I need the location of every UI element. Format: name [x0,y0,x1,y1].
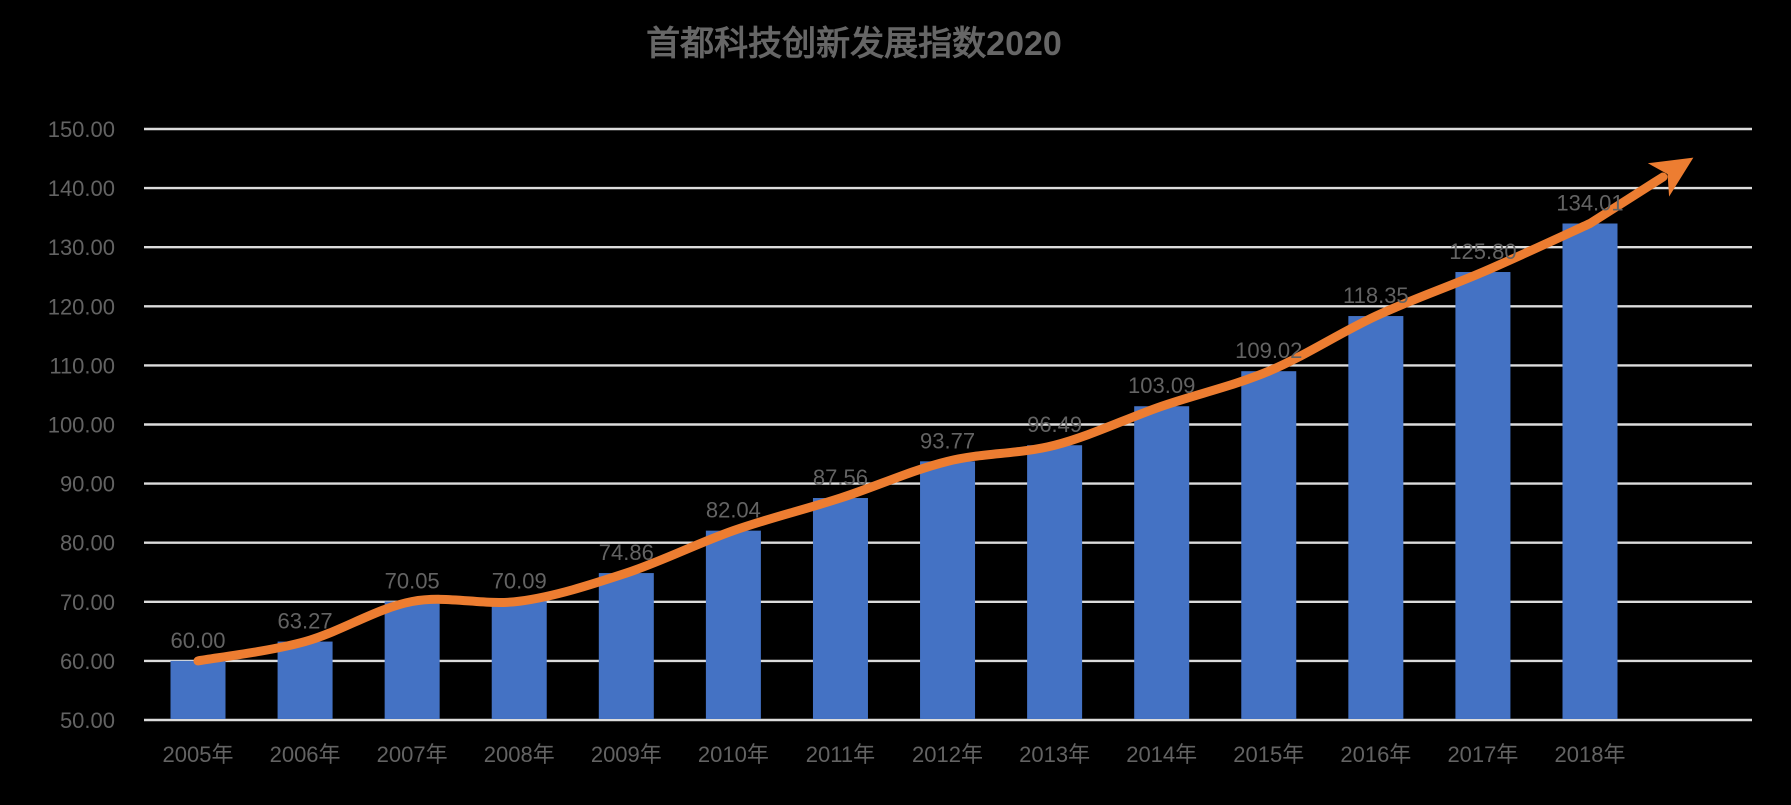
trend-line [193,157,1694,666]
bar-2008年 [491,601,547,719]
data-label-2015年: 109.02 [1235,338,1302,363]
data-label-2017年: 125.80 [1449,239,1516,264]
data-labels: 60.00 63.27 70.05 70.09 74.86 82.04 87.56 93.77… [170,191,1623,653]
bar-2012年 [920,461,976,719]
x-tick-label-2015年: 2015年 [1233,742,1304,767]
x-tick-label-2006年: 2006年 [270,742,341,767]
y-tick-label-80.00: 80.00 [60,531,115,556]
data-label-2012年: 93.77 [920,428,975,453]
y-tick-label-100.00: 100.00 [48,413,115,438]
data-label-2008年: 70.09 [492,568,547,593]
bar-2006年 [277,641,333,719]
y-tick-label-50.00: 50.00 [60,708,115,733]
y-tick-label-140.00: 140.00 [48,176,115,201]
y-tick-label-120.00: 120.00 [48,294,115,319]
bar-2009年 [598,573,654,719]
y-tick-label-150.00: 150.00 [48,117,115,142]
data-label-2010年: 82.04 [706,498,761,523]
data-label-2013年: 96.49 [1027,412,1082,437]
chart-title: 首都科技创新发展指数2020 [646,25,1062,63]
bar-2014年 [1134,406,1190,719]
y-axis-labels: 50.00 60.00 70.00 80.00 90.00 100.00 110.00 120… [48,117,115,733]
x-tick-label-2012年: 2012年 [912,742,983,767]
data-label-2009年: 74.86 [599,540,654,565]
x-tick-label-2008年: 2008年 [484,742,555,767]
data-label-2016年: 118.35 [1343,283,1409,308]
x-axis-labels: 2005年 2006年 2007年 2008年 2009年 2010年 2011年 2012年… [163,742,1626,767]
x-tick-label-2017年: 2017年 [1447,742,1518,767]
bar-2010年 [705,530,761,719]
data-label-2005年: 60.00 [170,628,225,653]
y-tick-label-130.00: 130.00 [48,235,115,260]
y-tick-label-60.00: 60.00 [60,649,115,674]
bar-2016年 [1348,316,1404,719]
bar-series [170,223,1618,719]
bar-2017年 [1455,272,1511,719]
bar-2007年 [384,601,440,719]
bar-2013年 [1027,445,1083,719]
x-tick-label-2018年: 2018年 [1555,742,1626,767]
data-label-2011年: 87.56 [813,465,868,490]
x-tick-label-2014年: 2014年 [1126,742,1197,767]
x-tick-label-2009年: 2009年 [591,742,662,767]
bar-2018年 [1562,223,1618,719]
bar-2015年 [1241,371,1297,719]
bar-2005年 [170,660,226,719]
data-label-2014年: 103.09 [1128,373,1195,398]
data-label-2018年: 134.01 [1556,191,1623,216]
x-tick-label-2005年: 2005年 [163,742,234,767]
x-tick-label-2007年: 2007年 [377,742,448,767]
data-label-2006年: 63.27 [278,609,333,634]
y-tick-label-110.00: 110.00 [49,353,115,378]
x-tick-label-2011年: 2011年 [806,742,875,767]
y-tick-label-70.00: 70.00 [60,590,115,615]
bar-2011年 [812,498,868,719]
data-label-2007年: 70.05 [385,569,440,594]
x-tick-label-2013年: 2013年 [1019,742,1090,767]
y-tick-label-90.00: 90.00 [60,472,115,497]
x-tick-label-2010年: 2010年 [698,742,769,767]
x-tick-label-2016年: 2016年 [1340,742,1411,767]
